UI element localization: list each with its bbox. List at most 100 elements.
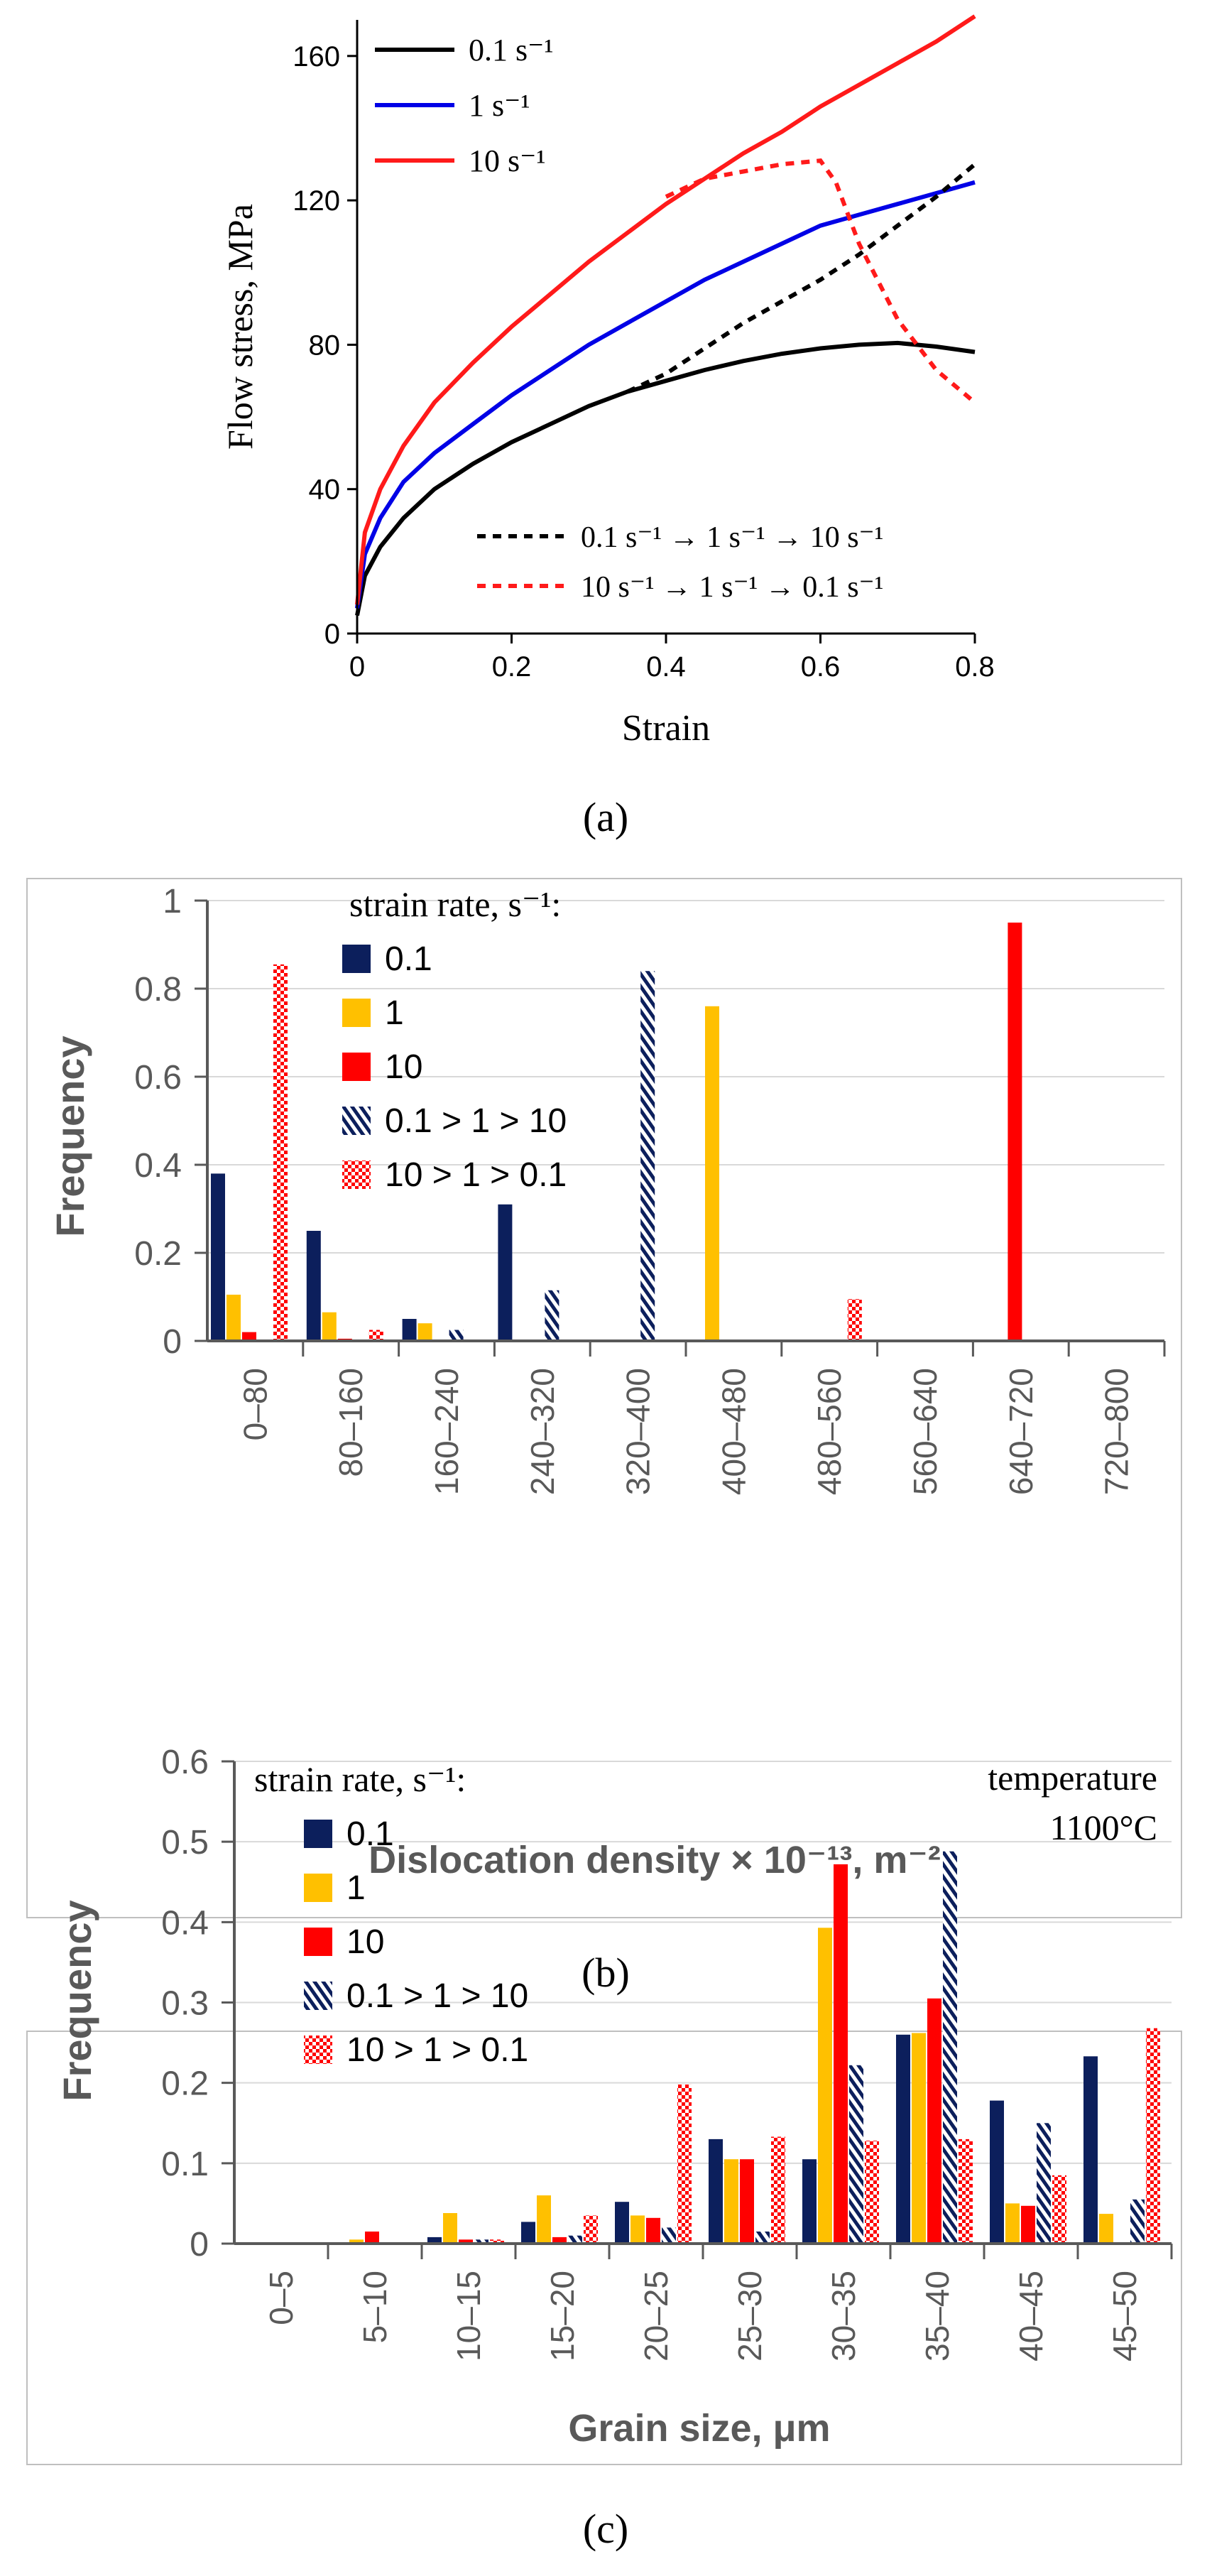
c-bar-red-7 [927, 1998, 941, 2244]
c-legend-label: 0.1 [346, 1815, 394, 1853]
c-bar-navy-7 [896, 2034, 910, 2244]
c-bar-navy-4 [615, 2202, 629, 2244]
a-legend-label: 0.1 s⁻¹ [469, 33, 554, 67]
a-xtick-label: 0.8 [955, 651, 995, 683]
b-xtick-label: 320–400 [620, 1368, 657, 1495]
b-xtick-label: 240–320 [524, 1368, 561, 1495]
c-bar-gold-3 [537, 2195, 551, 2244]
c-ytick-label: 0.3 [161, 1985, 209, 2023]
b-bar-check-0 [273, 964, 288, 1341]
a-ytick-label: 160 [293, 41, 340, 72]
c-bar-check-5 [771, 2136, 785, 2244]
c-bar-navy-3 [521, 2222, 535, 2244]
c-ytick-label: 0.2 [161, 2065, 209, 2103]
b-frame [26, 878, 1182, 1918]
b-xtick-label: 720–800 [1098, 1368, 1135, 1495]
b-bar-check-1 [368, 1330, 383, 1341]
b-ytick-label: 1 [163, 883, 182, 920]
c-xtick-label: 40–45 [1012, 2271, 1049, 2362]
b-bar-hatch-3 [545, 1290, 559, 1341]
panel-label-b: (b) [582, 1950, 630, 1996]
c-bar-gold-4 [630, 2215, 645, 2244]
c-bar-navy-6 [802, 2159, 817, 2244]
c-legend-label: 10 > 1 > 0.1 [346, 2031, 528, 2069]
c-legend-swatch-hatch [304, 1982, 332, 2010]
c-bar-hatch-7 [943, 1851, 957, 2244]
a-legend-label: 10 s⁻¹ [469, 143, 546, 178]
a-ytick-label: 40 [309, 474, 341, 506]
c-ytick-label: 0.1 [161, 2146, 209, 2183]
b-bar-navy-0 [211, 1173, 225, 1341]
c-legend-swatch-gold [304, 1874, 332, 1902]
c-bar-hatch-9 [1130, 2199, 1145, 2244]
b-legend-swatch-hatch [342, 1107, 371, 1135]
c-bar-check-2 [490, 2239, 504, 2244]
b-legend: strain rate, s⁻¹: 0.1 1 10 0.1 > 1 > 10 10 > … [342, 884, 567, 1194]
c-legend-title: strain rate, s⁻¹: [254, 1759, 466, 1799]
c-legend-label: 10 [346, 1923, 384, 1961]
a-series-line-2 [355, 14, 976, 605]
c-bar-hatch-5 [755, 2232, 770, 2244]
c-bar-navy-8 [990, 2100, 1004, 2244]
b-bar-navy-1 [306, 1231, 321, 1341]
c-annotation-line1: temperature [988, 1758, 1157, 1798]
c-ytick-label: 0.5 [161, 1824, 209, 1862]
a-legend-label: 0.1 s⁻¹ → 1 s⁻¹ → 10 s⁻¹ [581, 521, 883, 554]
b-legend-label: 0.1 [385, 940, 432, 978]
c-xtick-label: 25–30 [731, 2271, 768, 2362]
b-bar-navy-3 [498, 1204, 513, 1341]
b-ytick-label: 0.6 [134, 1059, 182, 1097]
c-bar-gold-5 [724, 2159, 738, 2244]
b-ytick-label: 0.2 [134, 1235, 182, 1273]
c-bar-check-9 [1146, 2028, 1160, 2244]
b-legend-label: 1 [385, 994, 404, 1032]
a-series-line-1 [355, 180, 976, 609]
b-xtick-label: 80–160 [332, 1368, 369, 1477]
b-xtick-label: 0–80 [236, 1368, 273, 1440]
b-xlabel: Dislocation density × 10⁻¹³, m⁻² [368, 1839, 941, 1881]
c-bar-gold-1 [349, 2239, 364, 2244]
b-legend-swatch-gold [342, 999, 371, 1027]
c-bar-check-4 [677, 2084, 692, 2244]
b-xtick-label: 160–240 [428, 1368, 465, 1495]
c-bar-red-5 [740, 2159, 754, 2244]
c-annotation-line2: 1100°C [1050, 1808, 1158, 1847]
a-ytick-label: 0 [324, 619, 340, 650]
c-bar-check-3 [584, 2215, 598, 2244]
b-bar-red-8 [1008, 923, 1022, 1341]
a-ytick-label: 120 [293, 185, 340, 217]
c-ytick-label: 0.6 [161, 1744, 209, 1781]
c-xtick-label: 45–50 [1106, 2271, 1143, 2362]
a-legend-label: 1 s⁻¹ [469, 88, 530, 123]
c-bar-hatch-6 [849, 2065, 863, 2244]
c-xtick-label: 5–10 [356, 2271, 393, 2343]
b-bar-check-6 [847, 1299, 862, 1341]
b-xtick-label: 560–640 [907, 1368, 944, 1495]
b-bar-hatch-2 [449, 1330, 464, 1341]
b-legend-swatch-check [342, 1161, 371, 1189]
b-ytick-label: 0.4 [134, 1147, 182, 1185]
panel-label-a: (a) [583, 794, 628, 840]
b-legend-swatch-navy [342, 945, 371, 973]
c-xtick-label: 20–25 [638, 2271, 675, 2362]
b-xtick-label: 400–480 [715, 1368, 752, 1495]
c-frame [26, 2031, 1182, 2465]
b-ylabel: Frequency [48, 1036, 92, 1237]
b-bar-red-0 [242, 1332, 256, 1341]
a-xlabel: Strain [622, 708, 710, 749]
a-xtick-label: 0.4 [646, 651, 686, 683]
c-bar-hatch-3 [568, 2235, 582, 2244]
panel-label-c: (c) [583, 2506, 628, 2552]
b-bar-gold-5 [705, 1006, 719, 1341]
b-legend-title: strain rate, s⁻¹: [349, 884, 561, 924]
b-bar-navy-2 [402, 1319, 417, 1341]
b-legend-label: 10 > 1 > 0.1 [385, 1156, 567, 1194]
c-legend-swatch-red [304, 1928, 332, 1956]
c-bar-hatch-8 [1037, 2123, 1051, 2244]
c-xlabel: Grain size, μm [568, 2407, 830, 2450]
a-legend-label: 10 s⁻¹ → 1 s⁻¹ → 0.1 s⁻¹ [581, 571, 883, 604]
a-xtick-label: 0.6 [801, 651, 841, 683]
c-ytick-label: 0.4 [161, 1904, 209, 1942]
c-xtick-label: 10–15 [450, 2271, 487, 2362]
